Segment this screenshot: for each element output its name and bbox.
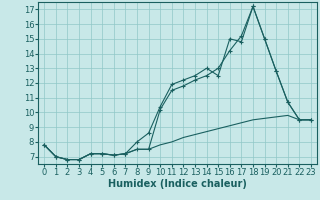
X-axis label: Humidex (Indice chaleur): Humidex (Indice chaleur)	[108, 179, 247, 189]
